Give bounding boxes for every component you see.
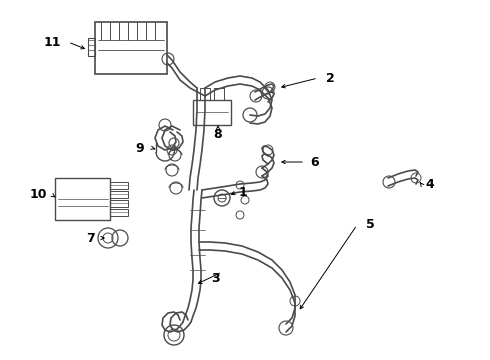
Text: 3: 3: [211, 271, 220, 284]
Bar: [110, 182, 128, 189]
Text: 6: 6: [311, 156, 319, 168]
Bar: [200, 88, 210, 100]
Bar: [88, 38, 95, 56]
Text: 9: 9: [136, 141, 145, 154]
Bar: [55, 178, 110, 220]
Text: 7: 7: [86, 231, 95, 244]
Bar: [95, 22, 167, 74]
Bar: [110, 209, 128, 216]
Text: 1: 1: [239, 185, 247, 198]
Text: 4: 4: [426, 179, 434, 192]
Text: 2: 2: [326, 72, 334, 85]
Bar: [110, 191, 128, 198]
Bar: [193, 100, 231, 125]
Text: 11: 11: [43, 36, 61, 49]
Text: 10: 10: [29, 189, 47, 202]
Bar: [214, 88, 224, 100]
Text: 5: 5: [366, 219, 374, 231]
Text: 8: 8: [214, 129, 222, 141]
Bar: [110, 200, 128, 207]
